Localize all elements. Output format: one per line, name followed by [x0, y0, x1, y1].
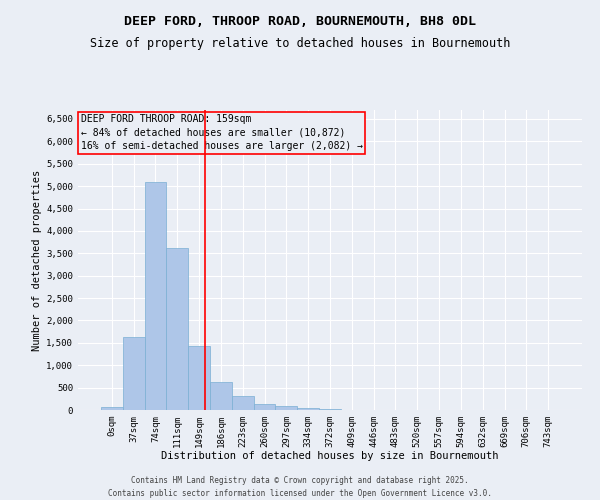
Bar — [319, 408, 341, 410]
Bar — [188, 346, 210, 410]
Bar — [101, 406, 123, 410]
Text: DEEP FORD, THROOP ROAD, BOURNEMOUTH, BH8 0DL: DEEP FORD, THROOP ROAD, BOURNEMOUTH, BH8… — [124, 15, 476, 28]
Bar — [123, 336, 145, 410]
X-axis label: Distribution of detached houses by size in Bournemouth: Distribution of detached houses by size … — [161, 452, 499, 462]
Text: Contains HM Land Registry data © Crown copyright and database right 2025.
Contai: Contains HM Land Registry data © Crown c… — [108, 476, 492, 498]
Bar — [275, 406, 297, 410]
Y-axis label: Number of detached properties: Number of detached properties — [32, 170, 42, 350]
Bar — [210, 382, 232, 410]
Bar — [166, 248, 188, 410]
Text: Size of property relative to detached houses in Bournemouth: Size of property relative to detached ho… — [90, 38, 510, 51]
Bar — [254, 404, 275, 410]
Bar — [145, 182, 166, 410]
Text: DEEP FORD THROOP ROAD: 159sqm
← 84% of detached houses are smaller (10,872)
16% : DEEP FORD THROOP ROAD: 159sqm ← 84% of d… — [80, 114, 362, 151]
Bar — [232, 396, 254, 410]
Bar — [297, 408, 319, 410]
